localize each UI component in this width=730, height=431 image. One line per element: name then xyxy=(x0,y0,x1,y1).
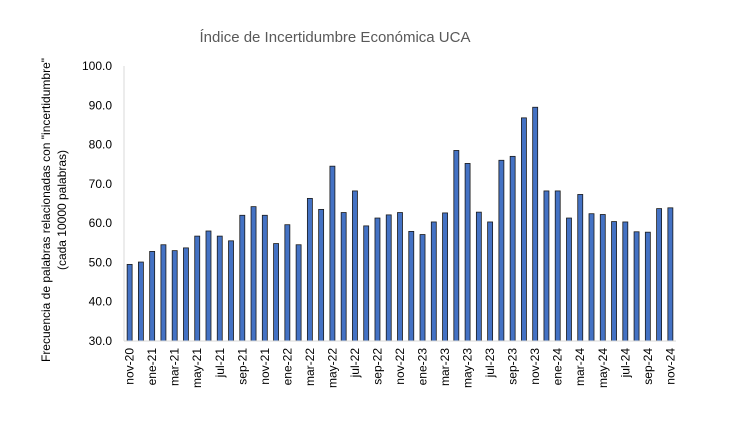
y-tick-label: 70.0 xyxy=(89,177,113,191)
x-tick-label: nov-22 xyxy=(393,348,407,385)
y-axis-label-line2: (cada 10000 palabras) xyxy=(55,150,69,270)
bar-sep-24 xyxy=(644,231,651,342)
y-tick-label: 100.0 xyxy=(82,59,112,73)
bar-sep-23 xyxy=(509,155,516,342)
bar-ago-21 xyxy=(228,240,234,342)
x-tick-label: sep-24 xyxy=(641,348,655,385)
bar-ago-23 xyxy=(498,159,505,342)
bar-may-24 xyxy=(599,214,606,342)
chart-title: Índice de Incertidumbre Económica UCA xyxy=(200,29,471,46)
bar-may-22 xyxy=(329,165,336,342)
bar-dic-22 xyxy=(408,230,415,342)
x-tick-label: nov-21 xyxy=(258,348,272,385)
x-tick-label: jul-24 xyxy=(618,348,632,379)
bar-dic-20 xyxy=(137,261,144,342)
x-tick-label: mar-22 xyxy=(303,348,317,386)
bar-nov-24 xyxy=(667,207,674,342)
bar-mar-23 xyxy=(442,212,448,342)
bar-sep-21 xyxy=(239,214,246,342)
bar-jul-22 xyxy=(352,190,358,342)
x-tick-label: mar-21 xyxy=(168,348,182,386)
y-tick-label: 60.0 xyxy=(89,216,113,230)
bar-may-23 xyxy=(464,163,471,342)
bar-ago-24 xyxy=(633,231,640,342)
y-tick-label: 80.0 xyxy=(89,138,113,152)
bar-jul-21 xyxy=(216,235,223,342)
x-tick-label: sep-21 xyxy=(235,348,249,385)
x-tick-label: ene-23 xyxy=(416,348,430,386)
bar-dic-21 xyxy=(273,243,279,342)
x-tick-label: ene-21 xyxy=(145,348,159,386)
bar-sep-22 xyxy=(374,217,381,342)
bar-feb-24 xyxy=(566,217,572,342)
bar-oct-23 xyxy=(521,117,527,342)
bar-jun-24 xyxy=(611,221,617,342)
bar-mar-21 xyxy=(171,250,178,342)
bar-oct-24 xyxy=(656,208,663,342)
x-tick-label: sep-23 xyxy=(506,348,520,385)
y-tick-label: 40.0 xyxy=(89,295,113,309)
bar-abr-23 xyxy=(453,150,460,342)
bar-may-21 xyxy=(194,235,201,342)
x-tick-label: mar-23 xyxy=(438,348,452,386)
bar-nov-22 xyxy=(397,212,403,342)
x-tick-label: jul-23 xyxy=(483,348,497,379)
bar-oct-21 xyxy=(250,206,257,342)
x-tick-label: may-21 xyxy=(190,348,204,388)
x-tick-label: sep-22 xyxy=(370,348,384,385)
bar-feb-21 xyxy=(160,244,167,342)
bar-mar-22 xyxy=(306,197,313,342)
bar-ene-23 xyxy=(419,234,426,342)
x-tick-label: ene-22 xyxy=(280,348,294,386)
bar-jun-22 xyxy=(340,212,347,342)
bar-jul-24 xyxy=(622,221,629,342)
bar-nov-23 xyxy=(532,106,539,342)
x-tick-label: jul-21 xyxy=(213,348,227,379)
x-tick-label: nov-24 xyxy=(663,348,677,385)
bar-nov-20 xyxy=(126,263,133,342)
bar-feb-23 xyxy=(430,221,437,342)
bar-ene-21 xyxy=(149,251,156,342)
bar-oct-22 xyxy=(385,214,392,342)
bar-jun-21 xyxy=(205,230,212,342)
x-tick-label: nov-23 xyxy=(528,348,542,385)
bar-ene-24 xyxy=(554,190,561,342)
bar-jul-23 xyxy=(487,221,494,342)
x-tick-label: mar-24 xyxy=(573,348,587,386)
bar-ago-22 xyxy=(363,225,370,342)
x-tick-label: ene-24 xyxy=(551,348,565,386)
x-tick-label: may-23 xyxy=(461,348,475,388)
bar-ene-22 xyxy=(284,224,291,342)
bar-jun-23 xyxy=(475,211,482,342)
y-tick-label: 30.0 xyxy=(89,334,113,348)
bar-feb-22 xyxy=(295,244,302,342)
x-tick-label: may-24 xyxy=(596,348,610,388)
bar-abr-21 xyxy=(183,247,189,342)
bar-abr-22 xyxy=(318,208,325,342)
bar-dic-23 xyxy=(543,190,550,342)
x-tick-label: nov-20 xyxy=(123,348,137,385)
bar-nov-21 xyxy=(261,214,268,342)
y-tick-label: 50.0 xyxy=(89,255,113,269)
y-tick-label: 90.0 xyxy=(89,98,113,112)
y-axis-label-line1: Frecuencia de palabras relacionadas con … xyxy=(39,58,53,362)
x-tick-label: jul-22 xyxy=(348,348,362,379)
bar-abr-24 xyxy=(588,213,595,342)
bar-mar-24 xyxy=(577,194,584,342)
x-tick-label: may-22 xyxy=(325,348,339,388)
